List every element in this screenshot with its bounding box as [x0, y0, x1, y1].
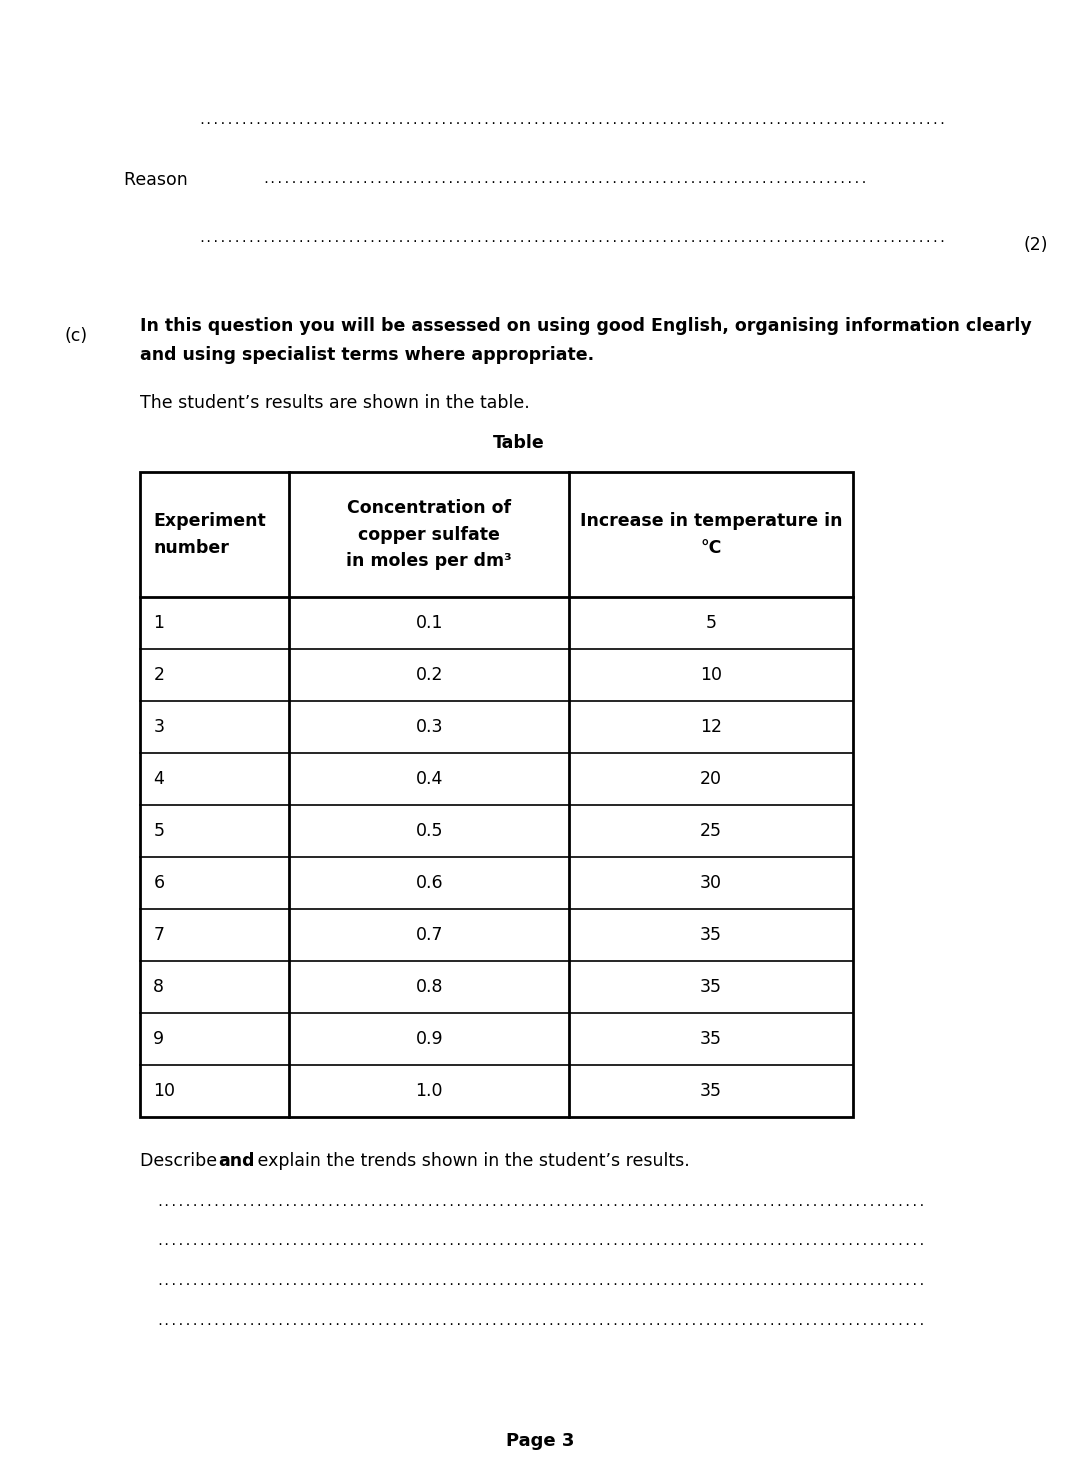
Text: ................................................................................: ........................................… [157, 1276, 926, 1288]
Text: number: number [153, 538, 229, 558]
Text: 9: 9 [153, 1030, 164, 1047]
Text: 1.0: 1.0 [416, 1081, 443, 1100]
Text: 5: 5 [705, 614, 717, 633]
Text: 0.3: 0.3 [416, 718, 443, 736]
Text: 0.8: 0.8 [416, 978, 443, 996]
Text: 20: 20 [700, 770, 723, 788]
Text: 35: 35 [700, 1081, 723, 1100]
Text: 10: 10 [700, 667, 723, 684]
Text: and: and [218, 1152, 255, 1170]
Text: 4: 4 [153, 770, 164, 788]
Text: 0.5: 0.5 [416, 822, 443, 841]
Text: 6: 6 [153, 873, 164, 892]
Text: 5: 5 [153, 822, 164, 841]
Text: 0.1: 0.1 [416, 614, 443, 633]
Text: 10: 10 [153, 1081, 175, 1100]
Text: ................................................................................: ........................................… [262, 174, 868, 186]
Text: °C: °C [701, 538, 721, 558]
Text: 2: 2 [153, 667, 164, 684]
Text: 0.2: 0.2 [416, 667, 443, 684]
Text: ................................................................................: ........................................… [157, 1196, 926, 1208]
Text: (2): (2) [1024, 236, 1049, 254]
Text: 35: 35 [700, 1030, 723, 1047]
Text: 3: 3 [153, 718, 164, 736]
Text: 35: 35 [700, 926, 723, 944]
Text: ................................................................................: ........................................… [199, 114, 946, 127]
Text: ................................................................................: ........................................… [157, 1316, 926, 1328]
Text: Reason: Reason [124, 171, 193, 189]
Text: Table: Table [492, 434, 544, 451]
Text: 25: 25 [700, 822, 723, 841]
Text: In this question you will be assessed on using good English, organising informat: In this question you will be assessed on… [140, 317, 1032, 335]
Text: Increase in temperature in: Increase in temperature in [580, 512, 842, 531]
Text: Describe: Describe [140, 1152, 224, 1170]
Text: Experiment: Experiment [153, 512, 266, 531]
Text: (c): (c) [65, 327, 87, 345]
Text: 8: 8 [153, 978, 164, 996]
Text: ................................................................................: ........................................… [157, 1236, 926, 1248]
Text: and using specialist terms where appropriate.: and using specialist terms where appropr… [140, 347, 594, 364]
Text: 7: 7 [153, 926, 164, 944]
Text: 0.7: 0.7 [416, 926, 443, 944]
Text: 0.4: 0.4 [416, 770, 443, 788]
Text: in moles per dm³: in moles per dm³ [347, 552, 512, 571]
Text: Page 3: Page 3 [505, 1432, 575, 1450]
Text: ................................................................................: ........................................… [199, 233, 946, 245]
Text: Concentration of: Concentration of [348, 499, 511, 518]
Text: 12: 12 [700, 718, 723, 736]
Text: 30: 30 [700, 873, 723, 892]
Text: 0.9: 0.9 [416, 1030, 443, 1047]
Text: The student’s results are shown in the table.: The student’s results are shown in the t… [140, 394, 530, 412]
Bar [140, 472, 853, 1117]
Text: copper sulfate: copper sulfate [359, 525, 500, 544]
Text: 0.6: 0.6 [416, 873, 443, 892]
Text: explain the trends shown in the student’s results.: explain the trends shown in the student’… [252, 1152, 689, 1170]
Text: 1: 1 [153, 614, 164, 633]
Text: 35: 35 [700, 978, 723, 996]
